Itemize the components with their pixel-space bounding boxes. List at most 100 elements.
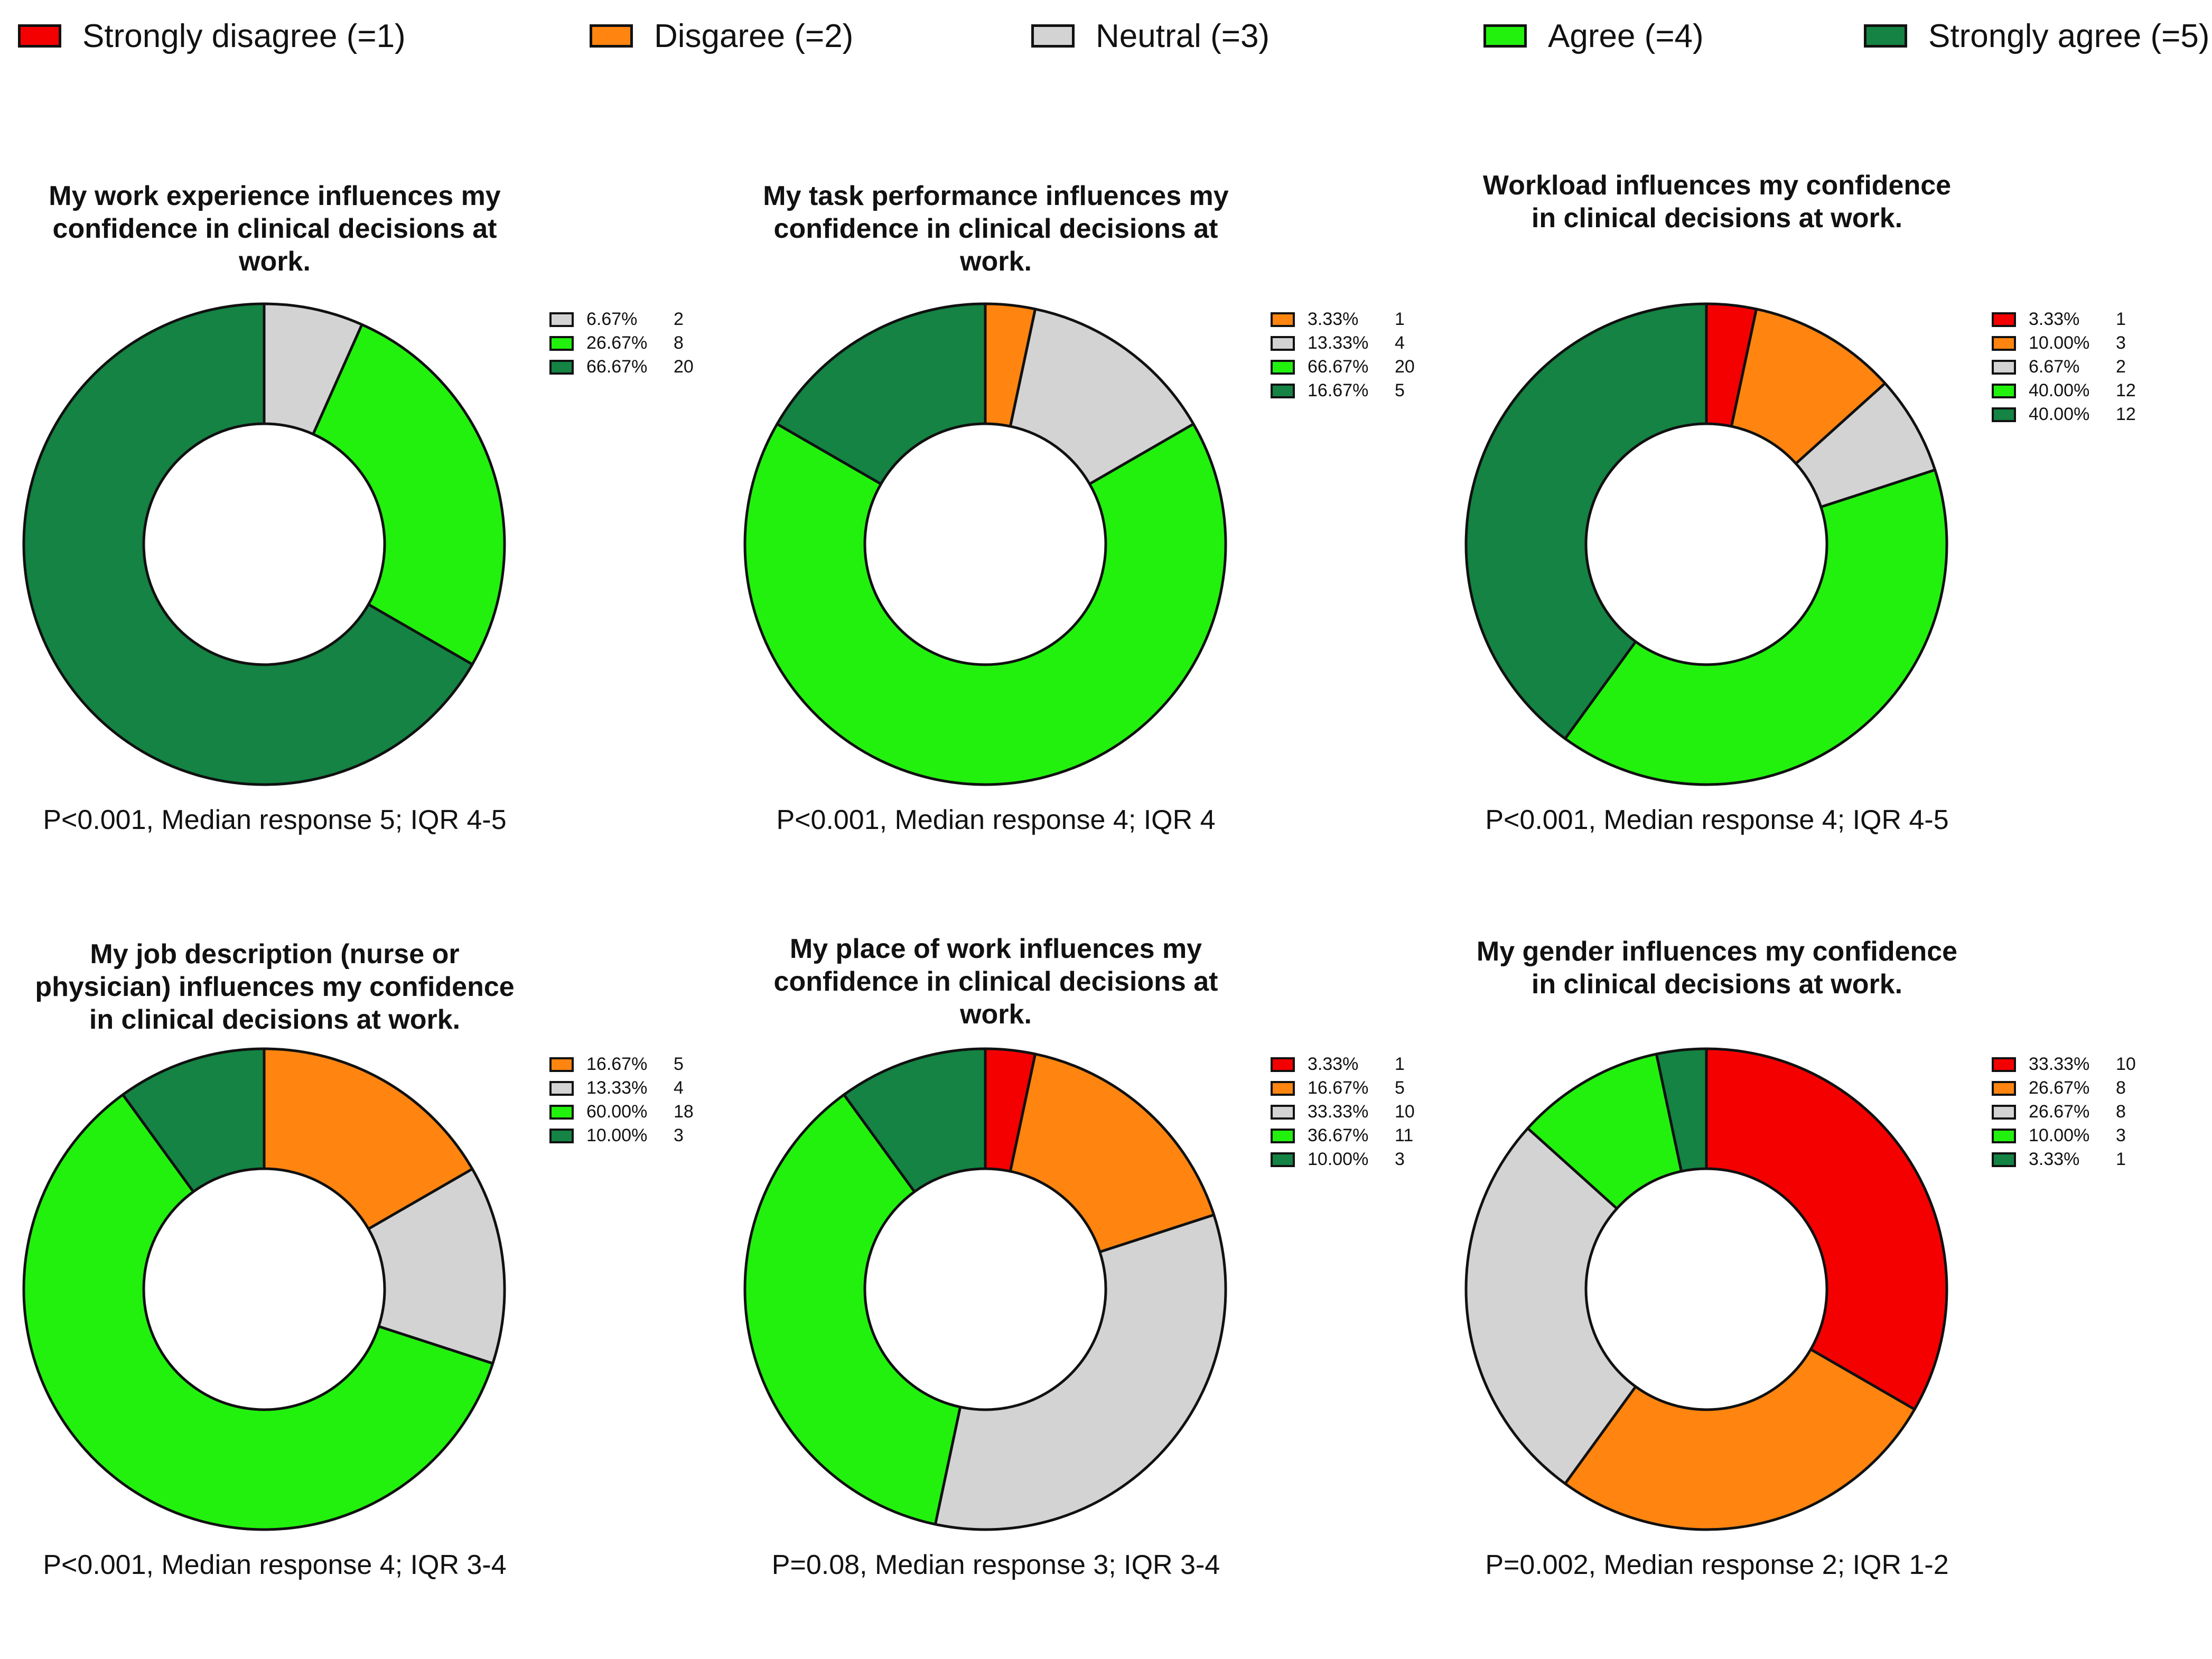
slice-percent-label: 10.00%	[2029, 1125, 2090, 1145]
chart-title-line: My work experience influences my	[49, 181, 501, 211]
panel-legend-swatch	[1992, 1057, 2016, 1072]
slice-count-label: 10	[1395, 1102, 1415, 1122]
panel-legend-row: 16.67% 5	[549, 1052, 694, 1076]
slice-percent-label: 16.67%	[1308, 380, 1369, 400]
legend-swatch	[1483, 24, 1527, 48]
slice-percent-label: 16.67%	[586, 1054, 648, 1074]
slice-count-label: 20	[1395, 357, 1415, 377]
panel-legend-swatch	[1992, 1080, 2016, 1096]
donut-slice	[263, 1047, 474, 1231]
panel-legend: 3.33% 1 10.00% 3 6.67% 2 40.00% 12 40.00% 12	[1992, 307, 2136, 426]
slice-count-label: 5	[1395, 380, 1405, 400]
chart-title: Workload influences my confidence in clin…	[1463, 169, 1971, 235]
panel-legend-row: 33.33% 10	[1271, 1100, 1415, 1124]
legend-swatch	[1031, 24, 1075, 48]
chart-title-line: confidence in clinical decisions at	[773, 966, 1218, 997]
legend-label: Strongly disagree (=1)	[82, 17, 406, 54]
panel-legend-swatch	[1271, 1057, 1295, 1072]
chart-stat-note: P=0.08, Median response 3; IQR 3-4	[771, 1550, 1220, 1580]
panel-legend-swatch	[1992, 407, 2016, 422]
donut-slice	[934, 1213, 1227, 1531]
chart-title: My place of work influences my confidence…	[742, 933, 1249, 1031]
panel-legend-row: 33.33% 10	[1992, 1052, 2136, 1076]
donut-slice	[1564, 468, 1948, 786]
donut-slice	[1705, 1047, 1948, 1411]
slice-count-label: 3	[1395, 1149, 1405, 1169]
slice-percent-label: 66.67%	[1308, 357, 1369, 377]
legend-label: Neutral (=3)	[1096, 17, 1270, 54]
slice-count-label: 3	[2116, 333, 2126, 353]
chart-title-line: in clinical decisions at work.	[89, 1004, 461, 1035]
legend-label: Strongly agree (=5)	[1928, 17, 2210, 54]
slice-percent-label: 33.33%	[1308, 1102, 1369, 1122]
panel-legend: 3.33% 1 13.33% 4 66.67% 20 16.67% 5	[1271, 307, 1415, 403]
chart-title: My task performance influences my confide…	[742, 180, 1249, 278]
donut-slice	[367, 1168, 506, 1365]
slice-percent-label: 3.33%	[2029, 309, 2080, 329]
donut-slice	[22, 302, 474, 786]
panel-legend-row: 10.00% 3	[1992, 331, 2136, 355]
slice-percent-label: 3.33%	[2029, 1149, 2080, 1169]
panel-legend-row: 16.67% 5	[1271, 379, 1415, 403]
slice-count-label: 3	[674, 1125, 684, 1145]
panel-legend-swatch	[549, 1128, 574, 1143]
panel-legend-row: 26.67% 8	[1992, 1076, 2136, 1100]
donut-slice	[1730, 307, 1887, 465]
slice-percent-label: 26.67%	[586, 333, 648, 353]
panel-legend-row: 10.00% 3	[1271, 1148, 1415, 1171]
chart-title-line: My job description (nurse or	[90, 939, 460, 970]
donut-slice	[743, 423, 1227, 786]
slice-count-label: 10	[2116, 1054, 2136, 1074]
panel-legend-swatch	[1992, 383, 2016, 398]
panel-legend: 6.67% 2 26.67% 8 66.67% 20	[549, 307, 694, 379]
panel-legend-row: 16.67% 5	[1271, 1076, 1415, 1100]
slice-percent-label: 3.33%	[1308, 1054, 1359, 1074]
panel-legend-row: 40.00% 12	[1992, 379, 2136, 403]
slice-count-label: 1	[2116, 1149, 2126, 1169]
donut-chart	[1464, 1047, 1948, 1531]
slice-percent-label: 36.67%	[1308, 1125, 1369, 1145]
chart-stat-note: P<0.001, Median response 4; IQR 4	[776, 805, 1216, 835]
slice-percent-label: 60.00%	[586, 1102, 648, 1122]
panel-legend-row: 6.67% 2	[549, 307, 694, 331]
panel-legend: 33.33% 10 26.67% 8 26.67% 8 10.00% 3 3.33% 1	[1992, 1052, 2136, 1171]
panel-legend-row: 60.00% 18	[549, 1100, 694, 1124]
panel-legend-swatch	[1992, 1128, 2016, 1143]
slice-percent-label: 26.67%	[2029, 1102, 2090, 1122]
panel-legend-row: 66.67% 20	[1271, 355, 1415, 379]
chart-panel: My place of work influences my confidence…	[721, 903, 1459, 1659]
panel-legend-row: 10.00% 3	[1992, 1124, 2136, 1148]
chart-title-line: in clinical decisions at work.	[1531, 203, 1903, 234]
donut-slice	[843, 1047, 987, 1194]
panel-legend-row: 10.00% 3	[549, 1124, 694, 1148]
panel-legend-swatch	[1271, 1152, 1295, 1167]
panel-legend-swatch	[1992, 359, 2016, 375]
chart-title-line: in clinical decisions at work.	[1531, 969, 1903, 1000]
slice-count-label: 12	[2116, 404, 2136, 424]
donut-chart	[22, 302, 506, 786]
panel-legend-row: 6.67% 2	[1992, 355, 2136, 379]
slice-percent-label: 40.00%	[2029, 380, 2090, 400]
panel-legend-swatch	[549, 335, 574, 351]
chart-panel: My work experience influences my confiden…	[0, 159, 738, 914]
chart-stat-note: P<0.001, Median response 5; IQR 4-5	[43, 805, 507, 835]
donut-chart	[743, 302, 1227, 786]
chart-title: My job description (nurse or physician) i…	[21, 938, 528, 1036]
panel-legend-row: 40.00% 12	[1992, 403, 2136, 426]
panel-legend-swatch	[549, 312, 574, 327]
legend-swatch	[1864, 24, 1907, 48]
panel-legend-swatch	[1271, 1080, 1295, 1096]
chart-title-line: work.	[239, 246, 311, 277]
panel-legend-row: 13.33% 4	[1271, 331, 1415, 355]
panel-legend-row: 3.33% 1	[1271, 1052, 1415, 1076]
panel-legend-swatch	[549, 1080, 574, 1096]
donut-slice	[776, 302, 987, 486]
panel-legend: 16.67% 5 13.33% 4 60.00% 18 10.00% 3	[549, 1052, 694, 1148]
legend-strongly-disagree: Strongly disagree (=1)	[18, 15, 406, 57]
panel-legend-row: 26.67% 8	[549, 331, 694, 355]
slice-percent-label: 10.00%	[1308, 1149, 1369, 1169]
donut-slice	[1526, 1052, 1683, 1210]
donut-slice	[1009, 307, 1195, 486]
panel-legend-swatch	[1992, 335, 2016, 351]
slice-count-label: 4	[1395, 333, 1405, 353]
